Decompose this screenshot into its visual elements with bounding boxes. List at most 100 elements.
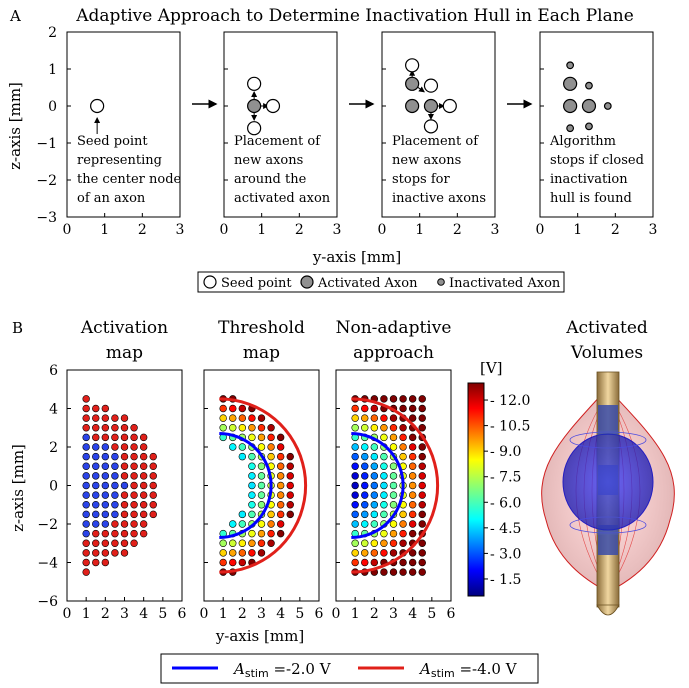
axon-dot xyxy=(389,462,398,470)
axon-dot xyxy=(120,481,129,490)
axon-dot xyxy=(219,558,227,567)
axon-dot xyxy=(120,414,129,422)
axon-dot xyxy=(120,491,129,499)
axon-dot xyxy=(92,501,100,509)
x-tick-label: 0 xyxy=(200,606,209,622)
axon-point-seed xyxy=(423,78,439,93)
x-tick-label: 1 xyxy=(100,222,109,238)
axon-dot xyxy=(408,491,417,499)
axon-dot xyxy=(286,462,294,470)
axon-dot xyxy=(120,529,129,538)
axon-dot xyxy=(219,549,227,557)
axon-dot xyxy=(238,414,247,422)
axon-dot xyxy=(238,404,247,413)
axon-dot xyxy=(380,452,388,461)
axon-dot xyxy=(418,481,426,490)
axon-dot xyxy=(408,520,417,528)
axon-dot xyxy=(361,491,369,499)
colorbar-tick-label: - 9.0 xyxy=(490,444,521,460)
axon-dot xyxy=(351,539,359,547)
axon-dot xyxy=(380,481,388,490)
axon-dot xyxy=(101,549,110,557)
axon-dot xyxy=(130,520,138,528)
axon-dot xyxy=(399,395,407,403)
axon-dot xyxy=(276,529,285,538)
axon-dot xyxy=(351,424,359,432)
axon-dot xyxy=(389,568,398,576)
axon-dot xyxy=(399,539,407,547)
axon-dot xyxy=(257,433,266,442)
x-tick-label: 0 xyxy=(63,606,72,622)
y-tick-label: −6 xyxy=(37,594,58,610)
axon-dot xyxy=(351,520,359,528)
axon-dot xyxy=(149,472,157,480)
axon-dot xyxy=(389,395,398,403)
panel-a-legend: Seed point Activated Axon Inactivated Ax… xyxy=(197,271,565,293)
axon-point-activated xyxy=(405,98,420,114)
axon-point-inactivated xyxy=(603,102,612,110)
axon-dot xyxy=(267,443,275,451)
axon-dot xyxy=(276,501,285,509)
axon-dot xyxy=(408,558,417,567)
legend-seed-label: Seed point xyxy=(221,276,292,291)
axon-dot xyxy=(399,443,407,451)
caption-line: new axons xyxy=(234,153,303,168)
axon-dot xyxy=(149,452,157,461)
panel-a-xlabel: y-axis [mm] xyxy=(312,248,401,266)
panel-b-xlabel: y-axis [mm] xyxy=(215,627,304,645)
axon-dot xyxy=(267,510,275,519)
axon-dot xyxy=(380,529,388,538)
x-tick-label: 5 xyxy=(427,606,436,622)
x-tick-label: 1 xyxy=(219,606,228,622)
x-tick-label: 3 xyxy=(389,606,398,622)
axon-dot xyxy=(380,539,388,547)
axon-dot xyxy=(399,424,407,432)
axon-dot xyxy=(257,414,266,422)
axon-dot xyxy=(92,452,100,461)
axon-dot xyxy=(111,491,119,499)
axon-dot xyxy=(82,404,90,413)
axon-dot xyxy=(139,481,148,490)
axon-dot xyxy=(238,558,247,567)
axon-dot xyxy=(248,414,256,422)
axon-dot xyxy=(276,443,285,451)
axon-point-inactivated xyxy=(585,81,593,90)
axon-dot xyxy=(257,549,266,557)
axon-dot xyxy=(120,452,129,461)
axon-dot xyxy=(82,414,90,422)
colorbar-label: [V] xyxy=(480,359,503,377)
axon-dot xyxy=(248,510,256,519)
axon-dot xyxy=(370,462,379,470)
axon-point-seed xyxy=(265,98,281,114)
axon-dot xyxy=(276,462,285,470)
axon-dot xyxy=(111,510,119,519)
activated-volumes-title-1: Activated xyxy=(565,318,648,338)
axon-point-seed xyxy=(405,58,420,73)
axon-dot xyxy=(399,404,407,413)
contour-2v xyxy=(351,432,405,539)
axon-dot xyxy=(267,433,275,442)
axon-dot xyxy=(139,443,148,451)
axon-dot xyxy=(276,433,285,442)
legend-label-4v: Astim =-4.0 V xyxy=(418,660,518,680)
axon-dot xyxy=(361,539,369,547)
axon-dot xyxy=(267,424,275,432)
axon-dot xyxy=(101,433,110,442)
x-tick-label: 2 xyxy=(138,222,147,238)
x-tick-label: 1 xyxy=(415,222,424,238)
axon-dot xyxy=(101,510,110,519)
axon-dot xyxy=(351,404,359,413)
axon-dot xyxy=(111,452,119,461)
axon-dot xyxy=(111,549,119,557)
x-tick-label: 0 xyxy=(220,222,229,238)
axon-dot xyxy=(389,520,398,528)
axon-dot xyxy=(408,501,417,509)
x-tick-label: 3 xyxy=(491,222,500,238)
legend-label-2v: Astim =-2.0 V xyxy=(232,660,332,680)
subplot-title-1: Threshold xyxy=(218,318,305,338)
axon-dot xyxy=(248,472,256,480)
axon-dot xyxy=(139,501,148,509)
axon-dot xyxy=(399,558,407,567)
legend-activated-icon xyxy=(300,275,314,289)
axon-dot xyxy=(82,481,90,490)
